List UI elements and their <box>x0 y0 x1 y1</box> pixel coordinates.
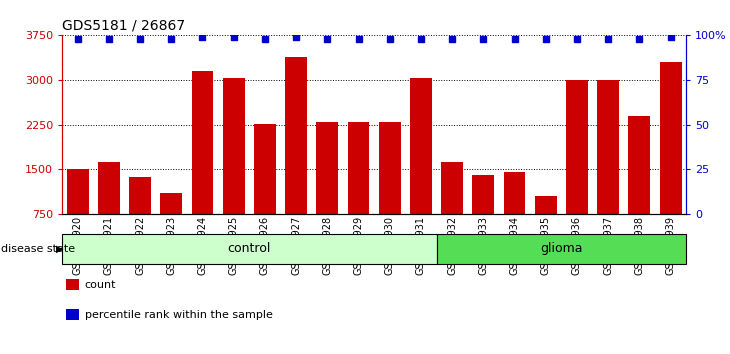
Bar <box>191 70 213 259</box>
Bar <box>566 80 588 259</box>
Bar <box>347 122 369 259</box>
Text: count: count <box>85 280 116 290</box>
Bar <box>597 80 619 259</box>
Text: GDS5181 / 26867: GDS5181 / 26867 <box>62 19 185 33</box>
Bar <box>504 172 526 259</box>
Bar <box>472 176 494 259</box>
Bar <box>62 234 437 264</box>
Bar <box>98 162 120 259</box>
Bar <box>161 193 182 259</box>
Bar <box>66 170 88 259</box>
Text: percentile rank within the sample: percentile rank within the sample <box>85 310 272 320</box>
Bar <box>223 78 245 259</box>
Bar <box>285 57 307 259</box>
Bar <box>254 124 276 259</box>
Bar <box>437 234 686 264</box>
Text: disease state: disease state <box>1 244 75 253</box>
Bar <box>535 196 557 259</box>
Text: glioma: glioma <box>540 242 583 255</box>
Bar <box>316 122 338 259</box>
Bar <box>129 177 151 259</box>
Bar <box>629 116 650 259</box>
Text: ▶: ▶ <box>55 244 63 253</box>
Bar <box>441 162 463 259</box>
Bar <box>410 78 432 259</box>
Text: control: control <box>228 242 271 255</box>
Bar <box>379 122 401 259</box>
Bar <box>660 62 682 259</box>
